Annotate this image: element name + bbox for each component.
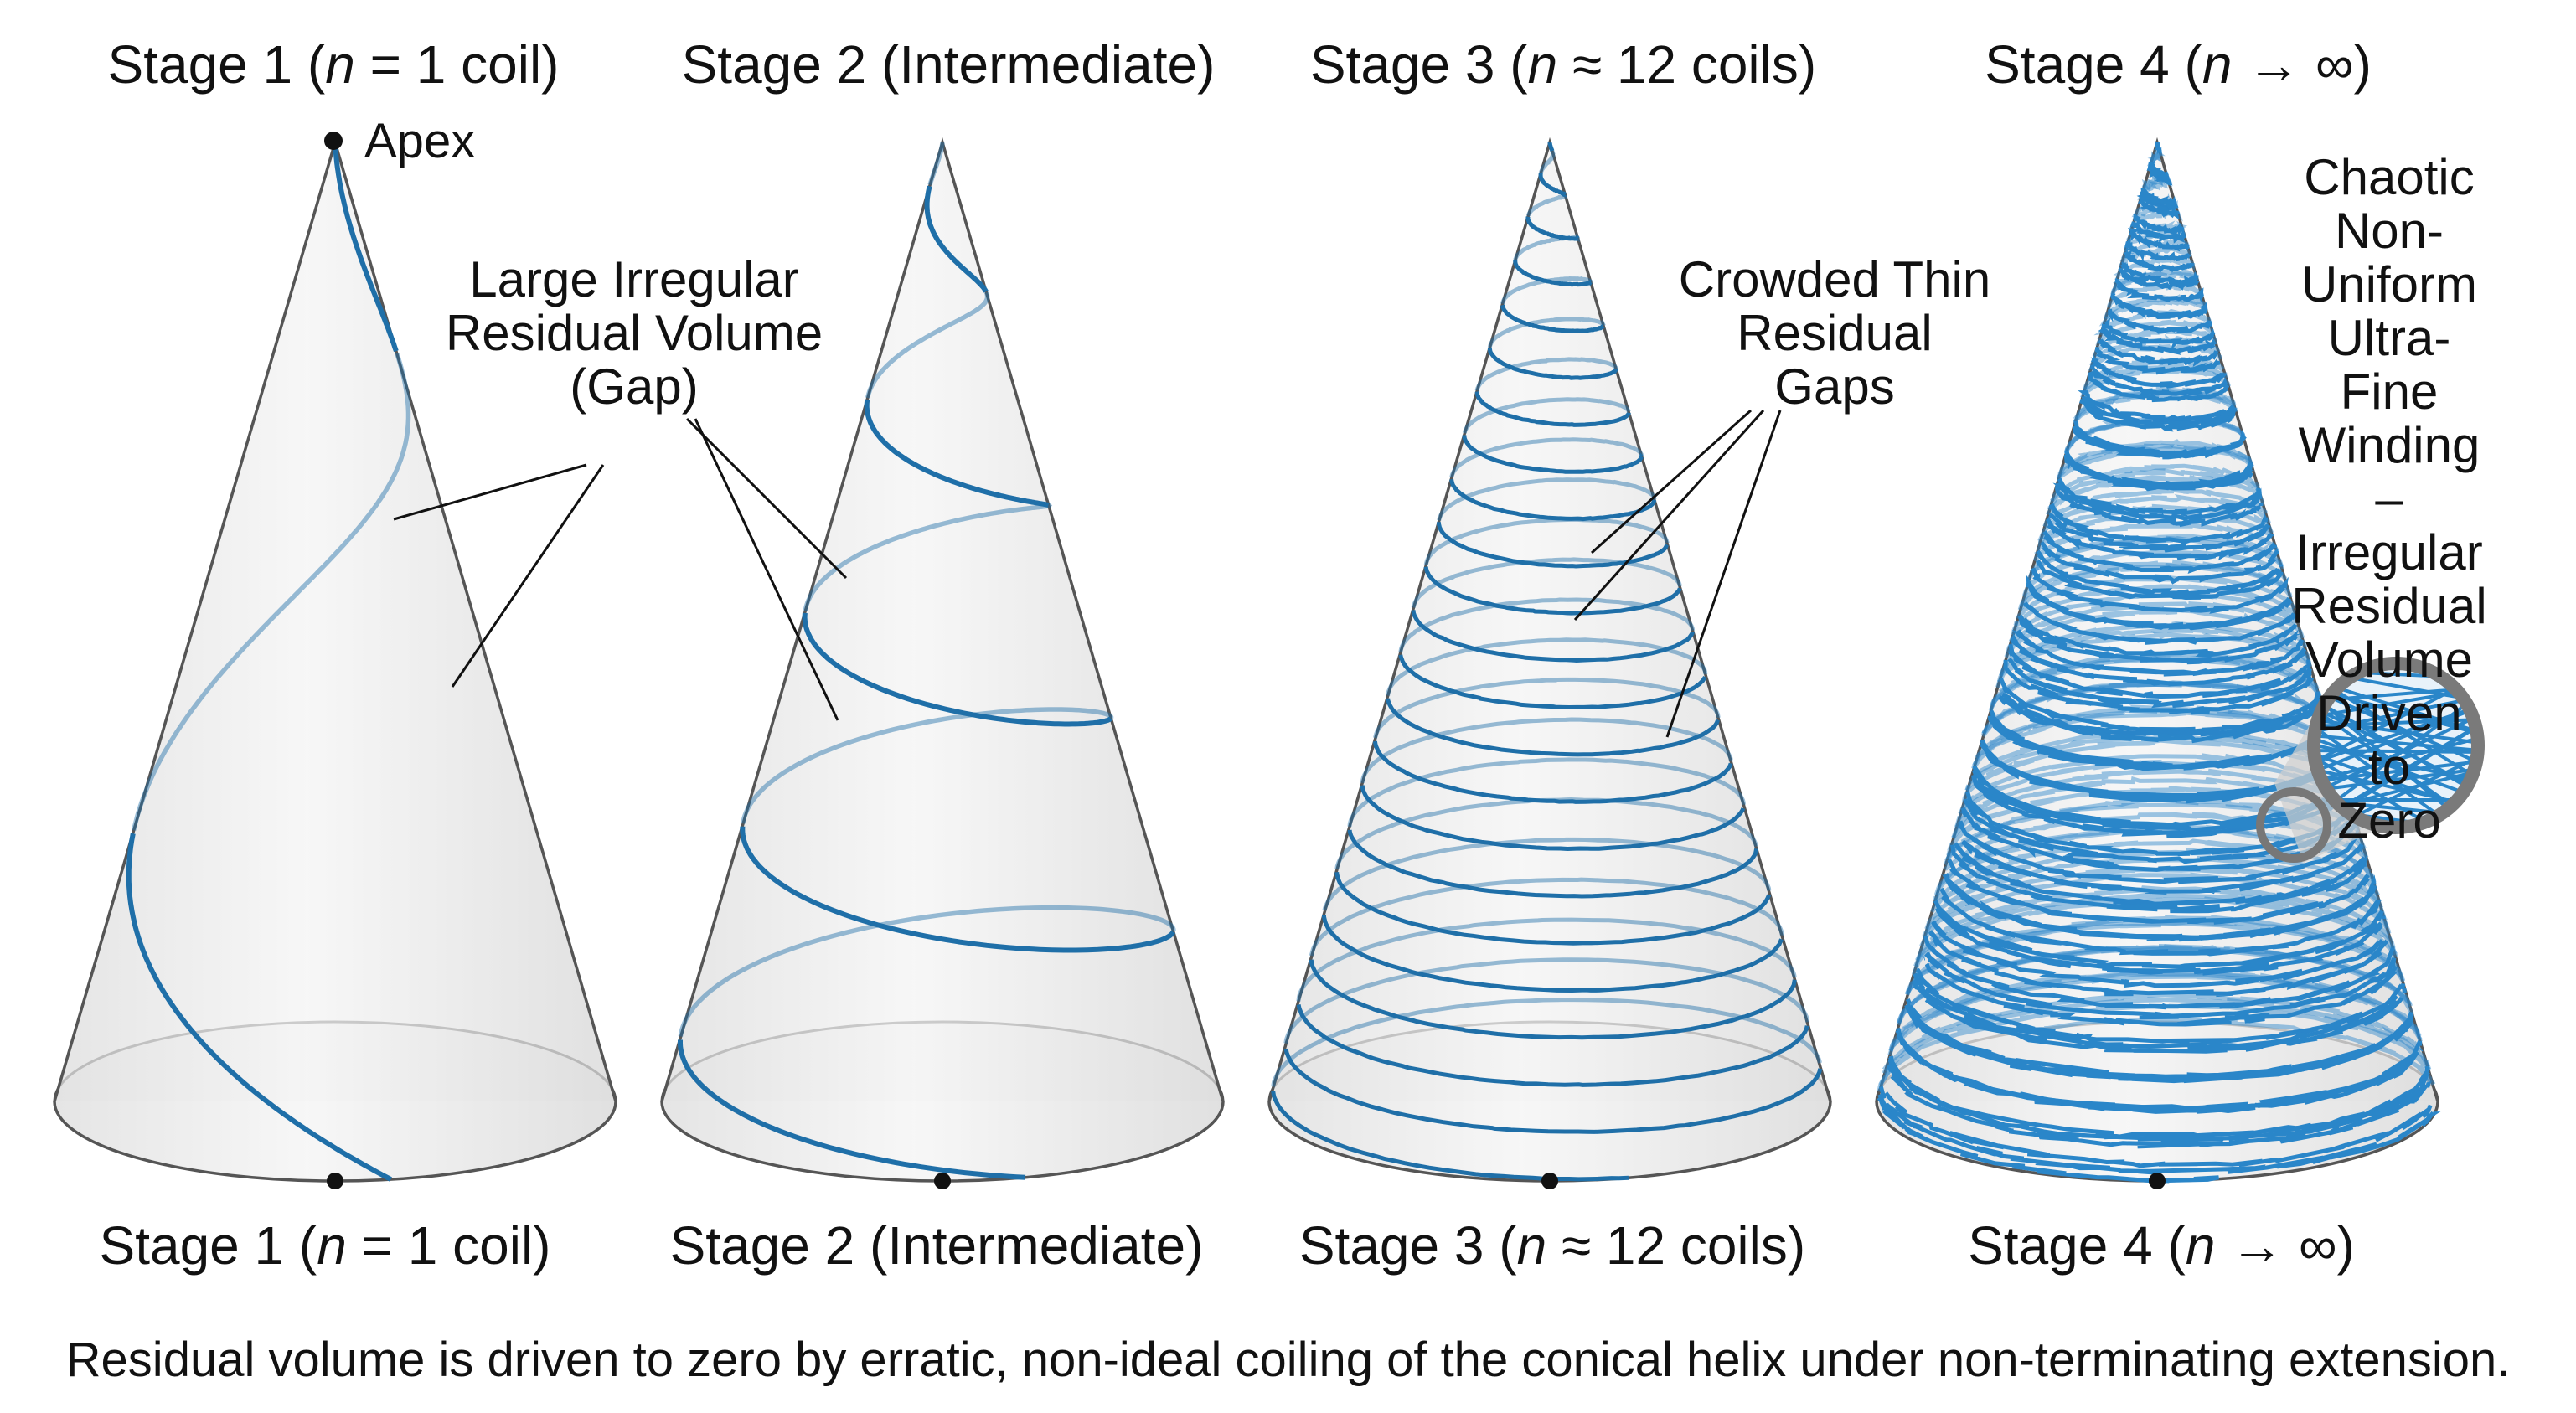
leader-thin-gap-2: [1573, 409, 1765, 621]
magnifier-lens-content: [2319, 668, 2473, 823]
cone-stage-1: [53, 137, 617, 1189]
helix-front-strand: [1884, 142, 2433, 1168]
apex-label: Apex: [364, 114, 476, 168]
thin-gaps-label: Crowded Thin Residual Gaps: [1678, 251, 1991, 415]
stage-1-title-top: Stage 1 (n = 1 coil): [107, 34, 560, 95]
helix-front-strand: [126, 142, 399, 1182]
leader-large-gap-3: [685, 417, 848, 580]
leader-large-gap-2: [451, 464, 605, 688]
base-origin-dot: [934, 1173, 951, 1189]
stage-1-title-bottom: Stage 1 (n = 1 coil): [99, 1215, 551, 1276]
stage-4-title-bottom: Stage 4 (n → ∞): [1968, 1215, 2355, 1276]
large-gap-label: Large Irregular Residual Volume (Gap): [445, 251, 823, 415]
base-origin-dot: [1541, 1173, 1558, 1189]
helix-front-strand: [1271, 142, 1823, 1182]
leader-thin-gap-1: [1590, 409, 1753, 554]
leader-thin-gap-3: [1665, 410, 1782, 738]
leader-large-gap-4: [694, 418, 839, 721]
cone-stage-2: [660, 137, 1225, 1189]
stage-3-title-top: Stage 3 (n ≈ 12 coils): [1309, 34, 1817, 95]
apex-dot: [324, 132, 343, 150]
helix-back-strand: [678, 142, 1176, 1037]
helix-back-strand: [131, 352, 411, 831]
figure-caption: Residual volume is driven to zero by err…: [65, 1333, 2511, 1387]
stage-2-title-top: Stage 2 (Intermediate): [681, 34, 1216, 95]
chaotic-winding-label: Chaotic Non- Uniform Ultra-Fine Winding …: [2291, 149, 2487, 848]
magnifier-lens-ring: [2307, 657, 2485, 834]
cone-stage-4: [1877, 142, 2438, 1189]
base-origin-dot: [327, 1173, 343, 1189]
stage-4-title-top: Stage 4 (n → ∞): [1985, 34, 2372, 95]
helix-back-strand: [1271, 150, 1822, 1087]
stage-3-title-bottom: Stage 3 (n ≈ 12 coils): [1298, 1215, 1806, 1276]
base-origin-dot: [2149, 1173, 2166, 1189]
leader-large-gap-1: [393, 463, 587, 521]
helix-front-strand: [678, 185, 1176, 1180]
magnifier-source-ring: [2256, 787, 2331, 863]
cone-stage-3: [1267, 137, 1832, 1189]
stage-2-title-bottom: Stage 2 (Intermediate): [669, 1215, 1204, 1276]
